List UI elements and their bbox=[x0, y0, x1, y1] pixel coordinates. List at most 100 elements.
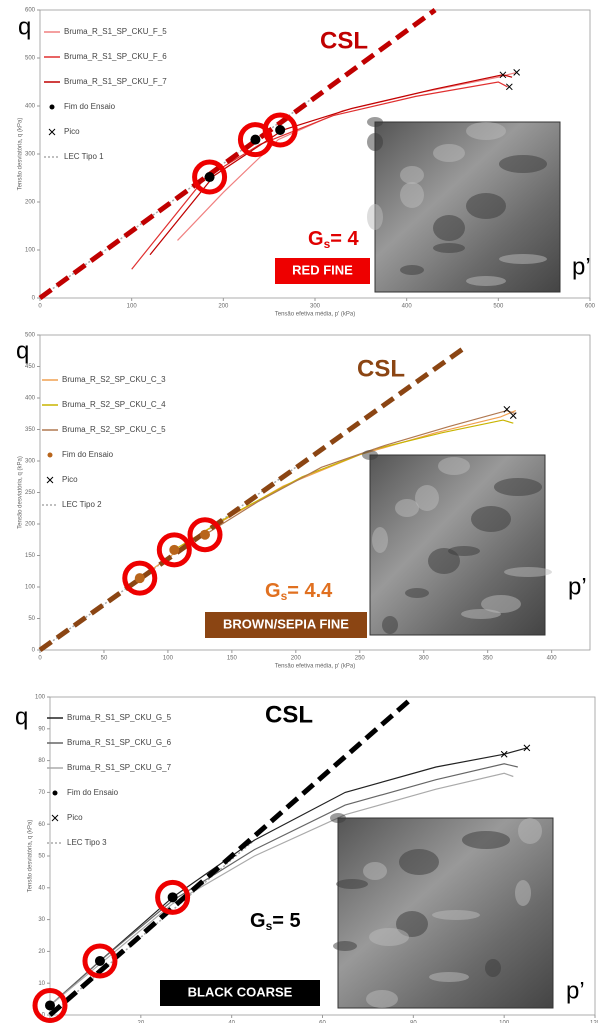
legend-label: Bruma_R_S1_SP_CKU_F_7 bbox=[64, 77, 167, 86]
end-point bbox=[205, 172, 215, 182]
p-label: p’ bbox=[572, 253, 591, 280]
sem-texture bbox=[515, 880, 531, 906]
sem-texture bbox=[499, 155, 547, 173]
legend-label: Fim do Ensaio bbox=[67, 788, 119, 797]
gs-label: Gs= 4 bbox=[308, 228, 359, 251]
y-tick-label: 400 bbox=[25, 104, 36, 110]
y-tick-label: 0 bbox=[32, 296, 36, 302]
y-tick-label: 200 bbox=[25, 200, 36, 206]
sem-texture bbox=[462, 831, 510, 849]
gs-label: Gs= 5 bbox=[250, 910, 301, 933]
y-tick-label: 40 bbox=[38, 885, 45, 891]
y-tick-label: 100 bbox=[25, 248, 36, 254]
legend-swatch bbox=[48, 453, 53, 458]
q-label: q bbox=[16, 337, 29, 364]
sem-texture bbox=[433, 144, 465, 162]
y-tick-label: 0 bbox=[32, 648, 36, 654]
x-tick-label: 250 bbox=[355, 656, 366, 662]
sem-texture bbox=[499, 254, 547, 264]
sample-label: BROWN/SEPIA FINE bbox=[223, 616, 349, 631]
csl-label: CSL bbox=[320, 27, 368, 54]
y-tick-label: 150 bbox=[25, 553, 36, 559]
sem-texture bbox=[372, 527, 388, 553]
y-tick-label: 20 bbox=[38, 949, 45, 955]
legend-label: Fim do Ensaio bbox=[64, 102, 116, 111]
y-axis-label: Tensão desviatória, q (kPa) bbox=[18, 118, 24, 191]
sem-texture bbox=[438, 457, 470, 475]
x-tick-label: 600 bbox=[585, 304, 596, 310]
y-tick-label: 50 bbox=[38, 854, 45, 860]
x-axis-label: Tensão efetiva média, p' (kPa) bbox=[275, 312, 356, 318]
sem-texture bbox=[433, 215, 465, 241]
legend-swatch bbox=[52, 815, 58, 821]
y-tick-label: 100 bbox=[35, 695, 46, 701]
sem-texture bbox=[367, 204, 383, 230]
gs-value: = 4.4 bbox=[287, 580, 333, 602]
y-tick-label: 80 bbox=[38, 758, 45, 764]
sem-texture bbox=[466, 122, 506, 140]
end-point bbox=[250, 135, 260, 145]
legend-label: Bruma_R_S1_SP_CKU_F_6 bbox=[64, 52, 167, 61]
sem-texture bbox=[429, 972, 469, 982]
y-tick-label: 10 bbox=[38, 981, 45, 987]
end-point bbox=[168, 892, 178, 902]
sem-texture bbox=[518, 818, 542, 844]
y-tick-label: 70 bbox=[38, 790, 45, 796]
y-axis-label: Tensão desviatória, q (kPa) bbox=[28, 820, 34, 893]
sem-texture bbox=[504, 567, 552, 577]
sem-texture bbox=[367, 117, 383, 127]
x-tick-label: 50 bbox=[101, 656, 108, 662]
y-tick-label: 300 bbox=[25, 152, 36, 158]
sem-texture bbox=[400, 182, 424, 208]
sem-texture bbox=[369, 928, 409, 946]
q-label: q bbox=[15, 703, 28, 730]
x-tick-label: 400 bbox=[402, 304, 413, 310]
sem-texture bbox=[466, 276, 506, 286]
sem-texture bbox=[433, 243, 465, 253]
legend-swatch bbox=[49, 129, 55, 135]
x-tick-label: 350 bbox=[483, 656, 494, 662]
sem-texture bbox=[330, 813, 346, 823]
sem-texture bbox=[466, 193, 506, 219]
y-tick-label: 250 bbox=[25, 490, 36, 496]
x-tick-label: 150 bbox=[227, 656, 238, 662]
csl-label: CSL bbox=[357, 355, 405, 382]
sem-texture bbox=[382, 616, 398, 634]
x-tick-label: 300 bbox=[310, 304, 321, 310]
y-tick-label: 200 bbox=[25, 522, 36, 528]
sem-texture bbox=[400, 265, 424, 275]
y-tick-label: 30 bbox=[38, 917, 45, 923]
peak-marker bbox=[504, 406, 510, 412]
x-tick-label: 0 bbox=[38, 304, 42, 310]
legend-label: Bruma_R_S1_SP_CKU_G_7 bbox=[67, 763, 172, 772]
legend-label: Bruma_R_S1_SP_CKU_F_5 bbox=[64, 27, 167, 36]
y-tick-label: 300 bbox=[25, 459, 36, 465]
legend-label: Fim do Ensaio bbox=[62, 450, 114, 459]
legend-label: Bruma_R_S2_SP_CKU_C_3 bbox=[62, 375, 166, 384]
x-tick-label: 100 bbox=[163, 656, 174, 662]
q-label: q bbox=[18, 13, 31, 40]
sem-texture bbox=[485, 959, 501, 977]
sem-texture bbox=[336, 879, 368, 889]
x-tick-label: 200 bbox=[218, 304, 229, 310]
sem-texture bbox=[400, 166, 424, 184]
y-tick-label: 60 bbox=[38, 822, 45, 828]
y-tick-label: 100 bbox=[25, 585, 36, 591]
end-point bbox=[200, 530, 210, 540]
x-tick-label: 0 bbox=[38, 656, 42, 662]
y-tick-label: 50 bbox=[28, 616, 35, 622]
y-tick-label: 90 bbox=[38, 726, 45, 732]
x-tick-label: 500 bbox=[493, 304, 504, 310]
sem-texture bbox=[432, 910, 480, 920]
sample-label: BLACK COARSE bbox=[188, 984, 293, 999]
legend-label: LEC Tipo 2 bbox=[62, 500, 102, 509]
end-point bbox=[45, 1000, 55, 1010]
legend-swatch bbox=[53, 791, 58, 796]
gs-symbol: G bbox=[308, 228, 324, 250]
x-tick-label: 100 bbox=[127, 304, 138, 310]
gs-symbol: G bbox=[250, 910, 266, 932]
legend-label: Pico bbox=[67, 813, 83, 822]
sample-label: RED FINE bbox=[292, 262, 353, 277]
sem-texture bbox=[333, 941, 357, 951]
gs-label: Gs= 4.4 bbox=[265, 580, 333, 603]
